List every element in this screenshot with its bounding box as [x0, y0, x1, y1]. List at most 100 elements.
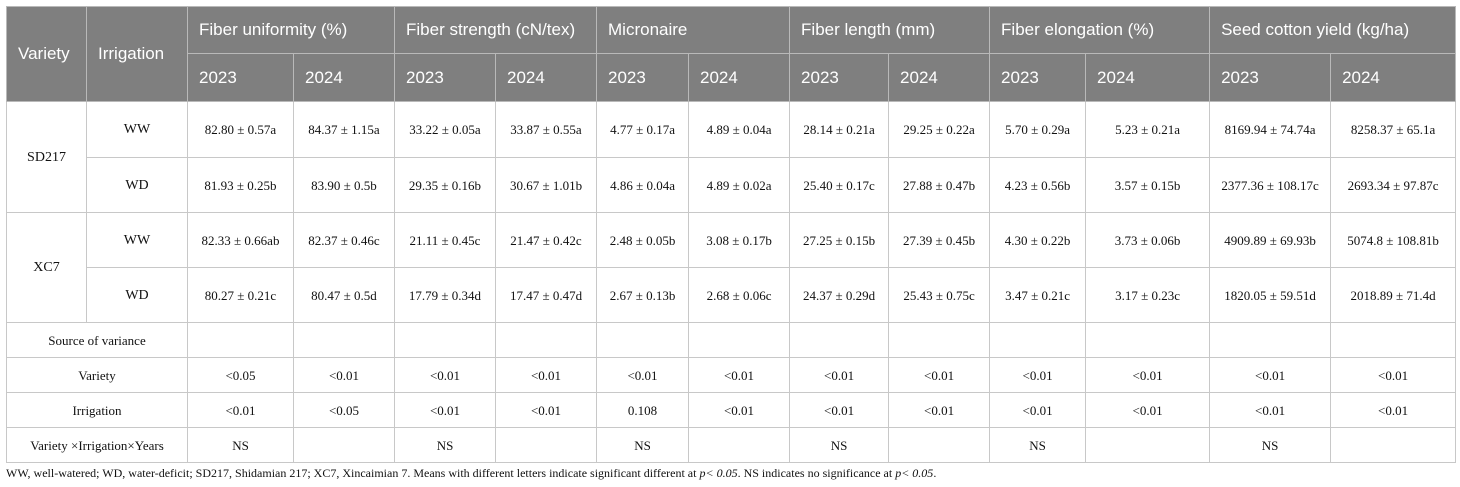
p-value-cell: <0.01 [187, 392, 294, 428]
header-fiber-length: Fiber length (mm) [789, 6, 991, 54]
p-value-cell: <0.01 [688, 357, 791, 393]
table-row: Irrigation <0.01 <0.05 <0.01 <0.01 0.108 <0.01… [6, 392, 1457, 428]
header-year: 2023 [789, 53, 890, 102]
value-cell: 1820.05 ± 59.51d [1209, 267, 1332, 323]
value-cell: 3.47 ± 0.21c [989, 267, 1087, 323]
p-value-cell [1330, 427, 1457, 463]
header-year: 2024 [688, 53, 791, 102]
p-value-cell: <0.01 [1330, 357, 1457, 393]
value-cell: 17.47 ± 0.47d [494, 267, 598, 323]
value-cell: 2.68 ± 0.06c [688, 267, 791, 323]
p-value-cell: 0.108 [596, 392, 690, 428]
p-value-cell [293, 427, 395, 463]
value-cell: 25.40 ± 0.17c [789, 157, 890, 213]
p-value-cell: <0.01 [989, 392, 1087, 428]
value-cell [789, 322, 890, 358]
value-cell: 8258.37 ± 65.1a [1330, 101, 1457, 158]
header-micronaire: Micronaire [596, 6, 791, 54]
value-cell: 83.90 ± 0.5b [293, 157, 395, 213]
footnote-p-value: p< 0.05 [895, 466, 934, 480]
footnote-text: . NS indicates no significance at [737, 466, 896, 480]
footnote-text: . [933, 466, 937, 480]
table-row: WD 80.27 ± 0.21c 80.47 ± 0.5d 17.79 ± 0.34d… [7, 267, 1457, 323]
value-cell: 17.79 ± 0.34d [394, 267, 496, 323]
value-cell: 5.23 ± 0.21a [1085, 101, 1211, 158]
header-year: 2024 [293, 53, 395, 102]
value-cell [596, 322, 690, 358]
p-value-cell: <0.01 [888, 392, 991, 428]
p-value-cell: NS [596, 427, 690, 463]
data-table: Variety Irrigation Fiber uniformity (%) … [6, 6, 1457, 463]
table-row: XC7 WW 82.33 ± 0.66ab 82.37 ± 0.46c 21.11 ± … [6, 212, 1457, 323]
table-body: SD217 WW 82.80 ± 0.57a 84.37 ± 1.15a 33.22 ±… [6, 101, 1457, 463]
variance-label: Variety [6, 357, 188, 393]
p-value-cell [888, 427, 991, 463]
footnote-text: WW, well-watered; WD, water-deficit; SD2… [6, 466, 700, 480]
value-cell: 3.17 ± 0.23c [1085, 267, 1211, 323]
p-value-cell: NS [989, 427, 1087, 463]
p-value-cell: <0.01 [394, 392, 496, 428]
value-cell: 27.25 ± 0.15b [789, 212, 890, 268]
header-fiber-strength: Fiber strength (cN/tex) [393, 6, 598, 54]
value-cell: 5074.8 ± 108.81b [1330, 212, 1457, 268]
table-footnote: WW, well-watered; WD, water-deficit; SD2… [6, 466, 936, 481]
variety-cell: XC7 [6, 212, 87, 323]
value-cell: 25.43 ± 0.75c [888, 267, 991, 323]
p-value-cell [1085, 427, 1211, 463]
variance-label: Variety ×Irrigation×Years [6, 427, 188, 463]
value-cell: 2377.36 ± 108.17c [1209, 157, 1332, 213]
value-cell: 4.77 ± 0.17a [596, 101, 690, 158]
value-cell: 3.57 ± 0.15b [1085, 157, 1211, 213]
value-cell: 4.89 ± 0.02a [688, 157, 791, 213]
value-cell: 82.33 ± 0.66ab [187, 212, 294, 268]
value-cell [187, 322, 294, 358]
value-cell [1085, 322, 1211, 358]
irrigation-cell: WD [86, 157, 188, 213]
value-cell: 4.23 ± 0.56b [989, 157, 1087, 213]
p-value-cell: <0.05 [293, 392, 395, 428]
header-irrigation: Irrigation [86, 6, 188, 102]
header-row-years: 2023 2024 2023 2024 2023 2024 2023 2024 … [7, 53, 1457, 102]
header-year: 2023 [1209, 53, 1332, 102]
p-value-cell [494, 427, 598, 463]
p-value-cell: <0.01 [1085, 392, 1211, 428]
header-year: 2024 [888, 53, 991, 102]
value-cell [1330, 322, 1457, 358]
value-cell: 3.08 ± 0.17b [688, 212, 791, 268]
header-year: 2023 [187, 53, 294, 102]
header-year: 2023 [394, 53, 496, 102]
value-cell: 81.93 ± 0.25b [187, 157, 294, 213]
value-cell: 29.25 ± 0.22a [888, 101, 991, 158]
table-row: Variety ×Irrigation×Years NS NS NS NS NS NS [6, 427, 1457, 463]
value-cell [1209, 322, 1332, 358]
value-cell [494, 322, 598, 358]
irrigation-cell: WW [86, 212, 188, 268]
variety-cell: SD217 [6, 101, 87, 213]
value-cell: 33.87 ± 0.55a [494, 101, 598, 158]
irrigation-cell: WW [86, 101, 188, 158]
p-value-cell: NS [187, 427, 294, 463]
p-value-cell: NS [789, 427, 890, 463]
value-cell: 21.11 ± 0.45c [394, 212, 496, 268]
p-value-cell: <0.01 [688, 392, 791, 428]
value-cell: 2.67 ± 0.13b [596, 267, 690, 323]
value-cell: 82.80 ± 0.57a [187, 101, 294, 158]
irrigation-cell: WD [86, 267, 188, 323]
header-fiber-uniformity: Fiber uniformity (%) [187, 6, 395, 54]
value-cell: 80.27 ± 0.21c [187, 267, 294, 323]
header-year: 2023 [596, 53, 690, 102]
value-cell: 2693.34 ± 97.87c [1330, 157, 1457, 213]
header-fiber-elongation: Fiber elongation (%) [989, 6, 1211, 54]
value-cell: 33.22 ± 0.05a [394, 101, 496, 158]
value-cell [888, 322, 991, 358]
value-cell: 29.35 ± 0.16b [394, 157, 496, 213]
value-cell: 27.88 ± 0.47b [888, 157, 991, 213]
source-of-variance-label: Source of variance [6, 322, 188, 358]
value-cell: 4.89 ± 0.04a [688, 101, 791, 158]
header-year: 2023 [989, 53, 1087, 102]
value-cell: 28.14 ± 0.21a [789, 101, 890, 158]
value-cell: 8169.94 ± 74.74a [1209, 101, 1332, 158]
p-value-cell: <0.01 [293, 357, 395, 393]
header-year: 2024 [1085, 53, 1211, 102]
header-seed-cotton-yield: Seed cotton yield (kg/ha) [1209, 6, 1457, 54]
